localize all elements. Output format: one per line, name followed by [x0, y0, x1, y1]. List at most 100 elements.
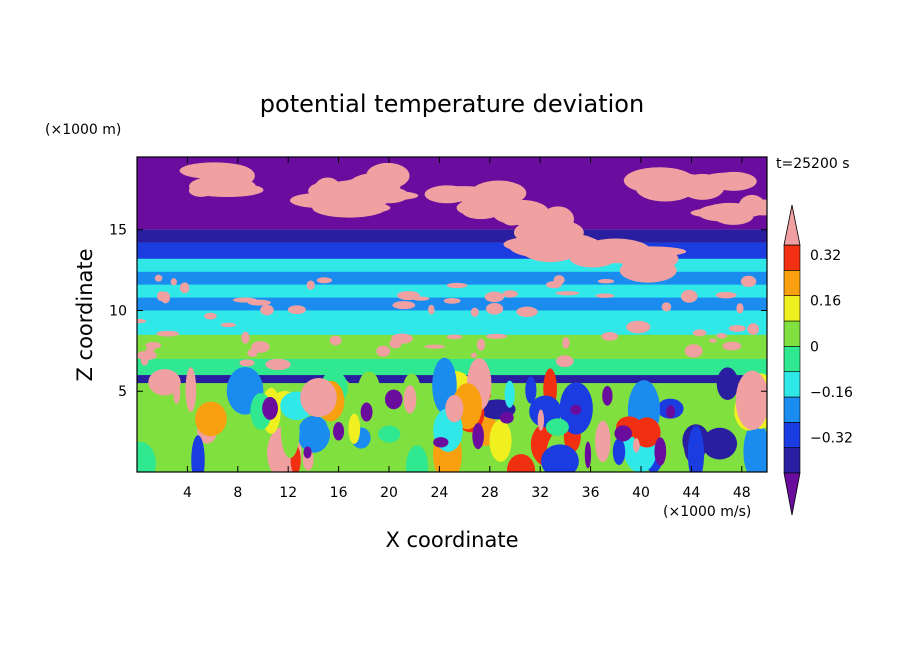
contour-blob-high: [491, 199, 550, 226]
contour-blob: [743, 422, 767, 472]
contour-blob: [687, 425, 705, 472]
contour-blob-high: [569, 248, 616, 268]
contour-blob-high: [747, 323, 760, 335]
contour-blob-high: [562, 337, 570, 349]
y-tick-label: 15: [109, 223, 127, 239]
contour-blob: [195, 401, 227, 437]
contour-blob: [716, 367, 739, 401]
contour-blob-high: [239, 359, 255, 367]
x-unit-label: (×1000 m/s): [663, 504, 751, 520]
contour-blob-high: [317, 201, 391, 215]
contour-band: [137, 229, 767, 243]
contour-blob: [570, 404, 582, 415]
contour-blob: [716, 333, 728, 339]
contour-blob: [612, 438, 626, 465]
colorbar-segment: [783, 270, 801, 296]
y-tick-label: 10: [109, 303, 127, 319]
x-tick-label: 4: [183, 485, 192, 501]
x-tick-label: 44: [682, 485, 700, 501]
contour-blob-high: [329, 335, 342, 346]
plot-area: [137, 157, 767, 472]
contour-blob-high: [470, 352, 478, 358]
contour-blob-high: [626, 320, 651, 334]
contour-blob: [595, 420, 611, 463]
y-axis: 5 10 15: [109, 223, 767, 400]
contour-blob: [445, 394, 464, 423]
time-label: t=25200 s: [776, 156, 850, 172]
contour-blob: [433, 437, 449, 448]
contour-blob: [358, 371, 380, 407]
y-tick-label: 5: [118, 384, 127, 400]
x-axis-label: X coordinate: [385, 528, 518, 552]
contour-blob: [155, 442, 180, 472]
contour-blob-high: [555, 228, 576, 244]
contour-blob-high: [470, 180, 527, 206]
contour-blob: [204, 312, 217, 320]
contour-blob-high: [597, 279, 615, 284]
colorbar-segment: [783, 422, 801, 448]
contour-blob: [745, 387, 766, 414]
contour-blob: [632, 438, 640, 453]
contour-blob: [348, 413, 361, 444]
x-tick-label: 16: [330, 485, 348, 501]
colorbar-label: −0.16: [810, 385, 853, 401]
contour-blob-high: [156, 330, 180, 337]
contour-blob-high: [446, 282, 468, 289]
x-tick-label: 20: [380, 485, 398, 501]
contour-blob-high: [710, 171, 757, 191]
contour-blob: [485, 333, 507, 339]
x-axis: 4 8 12 16 20 24 28 32 36 40 44 48: [183, 157, 751, 501]
contour-blob-high: [247, 299, 271, 306]
contour-blob: [360, 402, 373, 422]
x-tick-label: 8: [233, 485, 242, 501]
y-axis-label: Z coordinate: [73, 248, 97, 381]
contour-blob: [300, 378, 337, 418]
colorbar-segment: [783, 396, 801, 423]
contour-blob-high: [709, 338, 717, 343]
x-tick-label: 36: [582, 485, 600, 501]
contour-blob: [384, 389, 403, 410]
contour-blob-high: [170, 278, 177, 286]
plot-frame: [136, 156, 768, 473]
contour-blob: [446, 334, 463, 340]
contour-blob-high: [484, 291, 505, 303]
contour-blob-high: [424, 344, 445, 349]
contour-blob: [692, 329, 707, 337]
contour-blob-high: [337, 178, 376, 207]
contour-blob: [715, 291, 737, 299]
contour-blob-high: [392, 301, 416, 310]
x-tick-label: 24: [430, 485, 448, 501]
contour-blob: [545, 281, 562, 289]
contour-blob-high: [713, 207, 754, 225]
contour-blob: [389, 339, 402, 349]
contour-blob-high: [189, 175, 251, 197]
colorbar-under-triangle: [783, 472, 801, 516]
colorbar-segment: [783, 447, 801, 474]
contour-blob-high: [306, 280, 315, 290]
contour-blob: [537, 409, 545, 431]
x-tick-label: 28: [481, 485, 499, 501]
contour-blob: [740, 275, 757, 288]
contour-blob: [661, 302, 672, 312]
colorbar-label: 0.16: [810, 294, 841, 310]
contour-blob: [602, 386, 613, 406]
contour-blob: [303, 446, 312, 459]
contour-blob: [247, 348, 258, 357]
chart-title: potential temperature deviation: [260, 90, 644, 118]
contour-blob: [516, 306, 538, 317]
contour-blob: [405, 445, 429, 472]
colorbar-segment: [783, 320, 801, 347]
contour-blob-high: [287, 305, 306, 315]
colorbar-label: −0.32: [810, 431, 853, 447]
contour-blob: [485, 303, 504, 315]
contour-blob-high: [618, 247, 679, 271]
contour-blob: [191, 435, 205, 472]
contour-blob-high: [535, 219, 565, 233]
x-tick-label: 12: [279, 485, 297, 501]
contour-blob: [595, 293, 615, 298]
contour-blob-high: [376, 345, 391, 357]
contour-blob-high: [555, 291, 580, 296]
contour-blob: [378, 425, 401, 443]
